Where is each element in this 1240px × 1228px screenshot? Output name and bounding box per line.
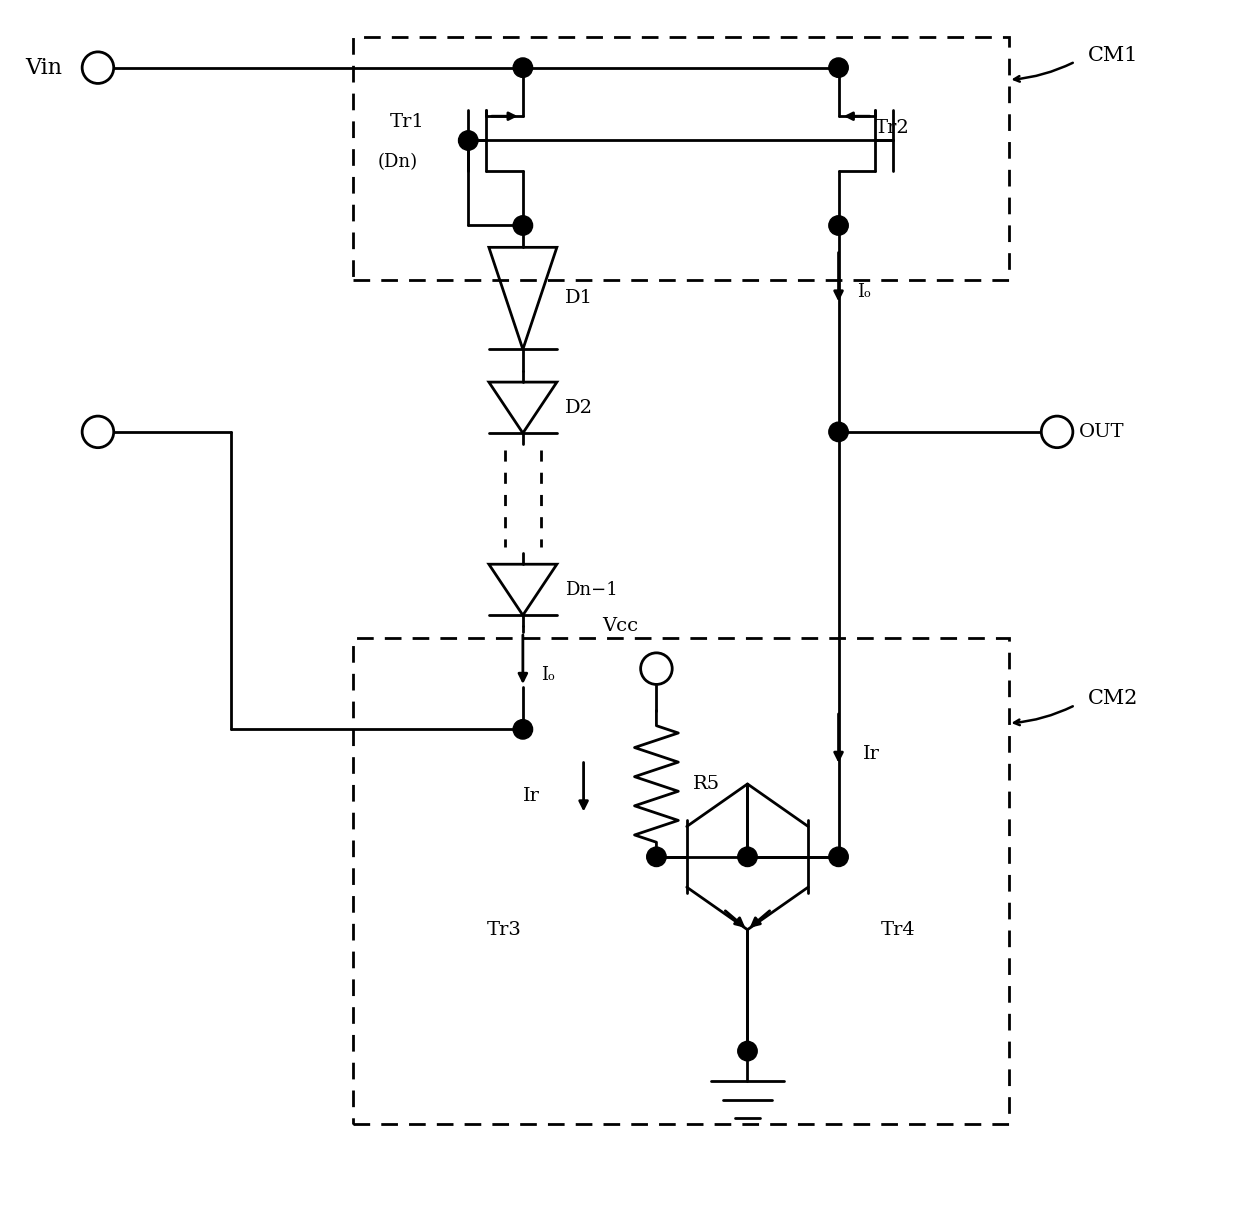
- Text: R5: R5: [693, 775, 720, 793]
- Circle shape: [828, 216, 848, 236]
- Text: D2: D2: [565, 399, 594, 416]
- Circle shape: [641, 653, 672, 684]
- Text: Iₒ: Iₒ: [541, 666, 556, 684]
- Circle shape: [459, 131, 477, 150]
- Text: (Dn): (Dn): [377, 154, 418, 172]
- Circle shape: [513, 720, 533, 739]
- Circle shape: [513, 58, 533, 77]
- Text: Dn−1: Dn−1: [565, 581, 618, 599]
- Circle shape: [828, 58, 848, 77]
- Circle shape: [647, 847, 666, 867]
- Circle shape: [82, 416, 114, 448]
- Text: Vin: Vin: [25, 56, 62, 79]
- Text: CM2: CM2: [1087, 689, 1138, 709]
- Circle shape: [513, 216, 533, 236]
- Circle shape: [82, 52, 114, 84]
- Circle shape: [738, 847, 758, 867]
- Text: Ir: Ir: [523, 787, 539, 806]
- Circle shape: [828, 422, 848, 442]
- Text: Tr3: Tr3: [486, 921, 521, 938]
- Text: CM1: CM1: [1087, 45, 1138, 65]
- Text: Ir: Ir: [863, 744, 879, 763]
- Text: Tr4: Tr4: [882, 921, 916, 938]
- Text: Tr1: Tr1: [389, 113, 424, 131]
- Circle shape: [738, 1041, 758, 1061]
- Text: OUT: OUT: [1079, 422, 1125, 441]
- Text: Iₒ: Iₒ: [857, 284, 870, 301]
- Circle shape: [828, 847, 848, 867]
- Circle shape: [1042, 416, 1073, 448]
- Text: Vcc: Vcc: [601, 618, 637, 635]
- Text: D1: D1: [565, 290, 594, 307]
- Text: Tr2: Tr2: [875, 119, 910, 138]
